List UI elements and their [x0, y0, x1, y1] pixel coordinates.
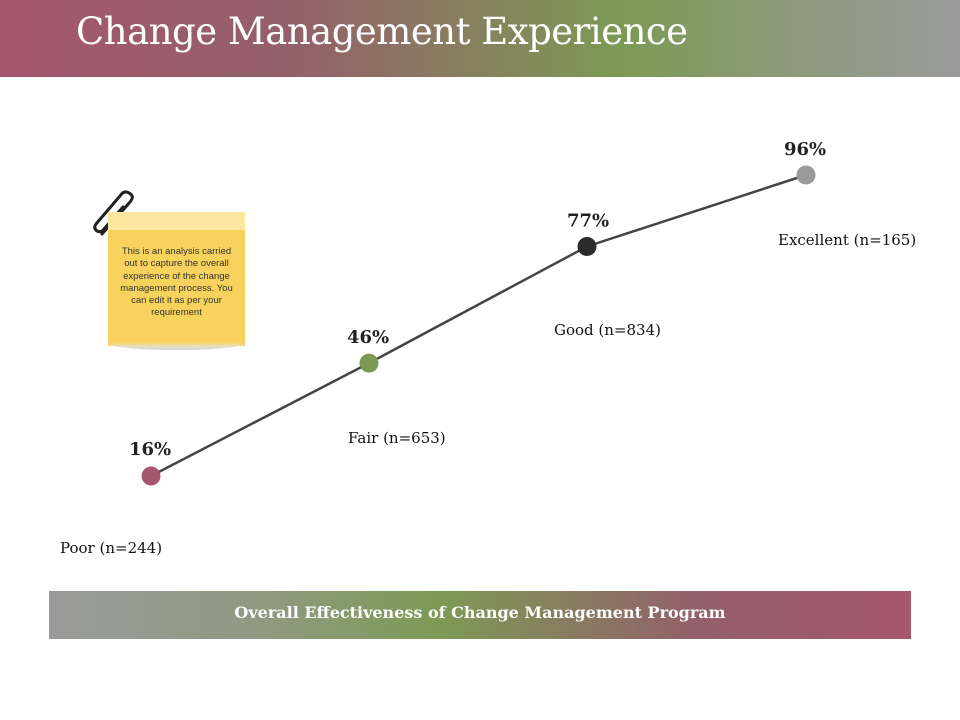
- axis-caption: Overall Effectiveness of Change Manageme…: [234, 603, 726, 622]
- chart-layer: 16% Poor (n=244) 46% Fair (n=653) 77% Good (n…: [60, 139, 916, 557]
- value-label-2: 46%: [347, 327, 389, 348]
- category-label-4: Excellent (n=165): [778, 231, 916, 249]
- value-label-1: 16%: [129, 439, 171, 460]
- value-label-4: 96%: [784, 139, 826, 160]
- data-point-3: [577, 236, 597, 256]
- data-point-4: [796, 165, 816, 185]
- data-point-2: [359, 353, 379, 373]
- paperclip-icon: [93, 190, 134, 236]
- category-label-3: Good (n=834): [554, 321, 661, 339]
- axis-caption-bar: Overall Effectiveness of Change Manageme…: [49, 591, 911, 639]
- data-point-1: [141, 466, 161, 486]
- category-label-1: Poor (n=244): [60, 539, 162, 557]
- value-label-3: 77%: [567, 210, 609, 231]
- sticky-note-body: [108, 230, 245, 346]
- sticky-note-curl: [108, 342, 245, 350]
- page-title: Change Management Experience: [76, 10, 688, 53]
- title-bar: Change Management Experience: [0, 0, 960, 77]
- sticky-note-text: This is an analysis carried out to captu…: [120, 246, 233, 319]
- series-line: [150, 173, 807, 478]
- sticky-note: This is an analysis carried out to captu…: [108, 212, 245, 350]
- category-label-2: Fair (n=653): [348, 429, 446, 447]
- sticky-note-header: [108, 212, 245, 230]
